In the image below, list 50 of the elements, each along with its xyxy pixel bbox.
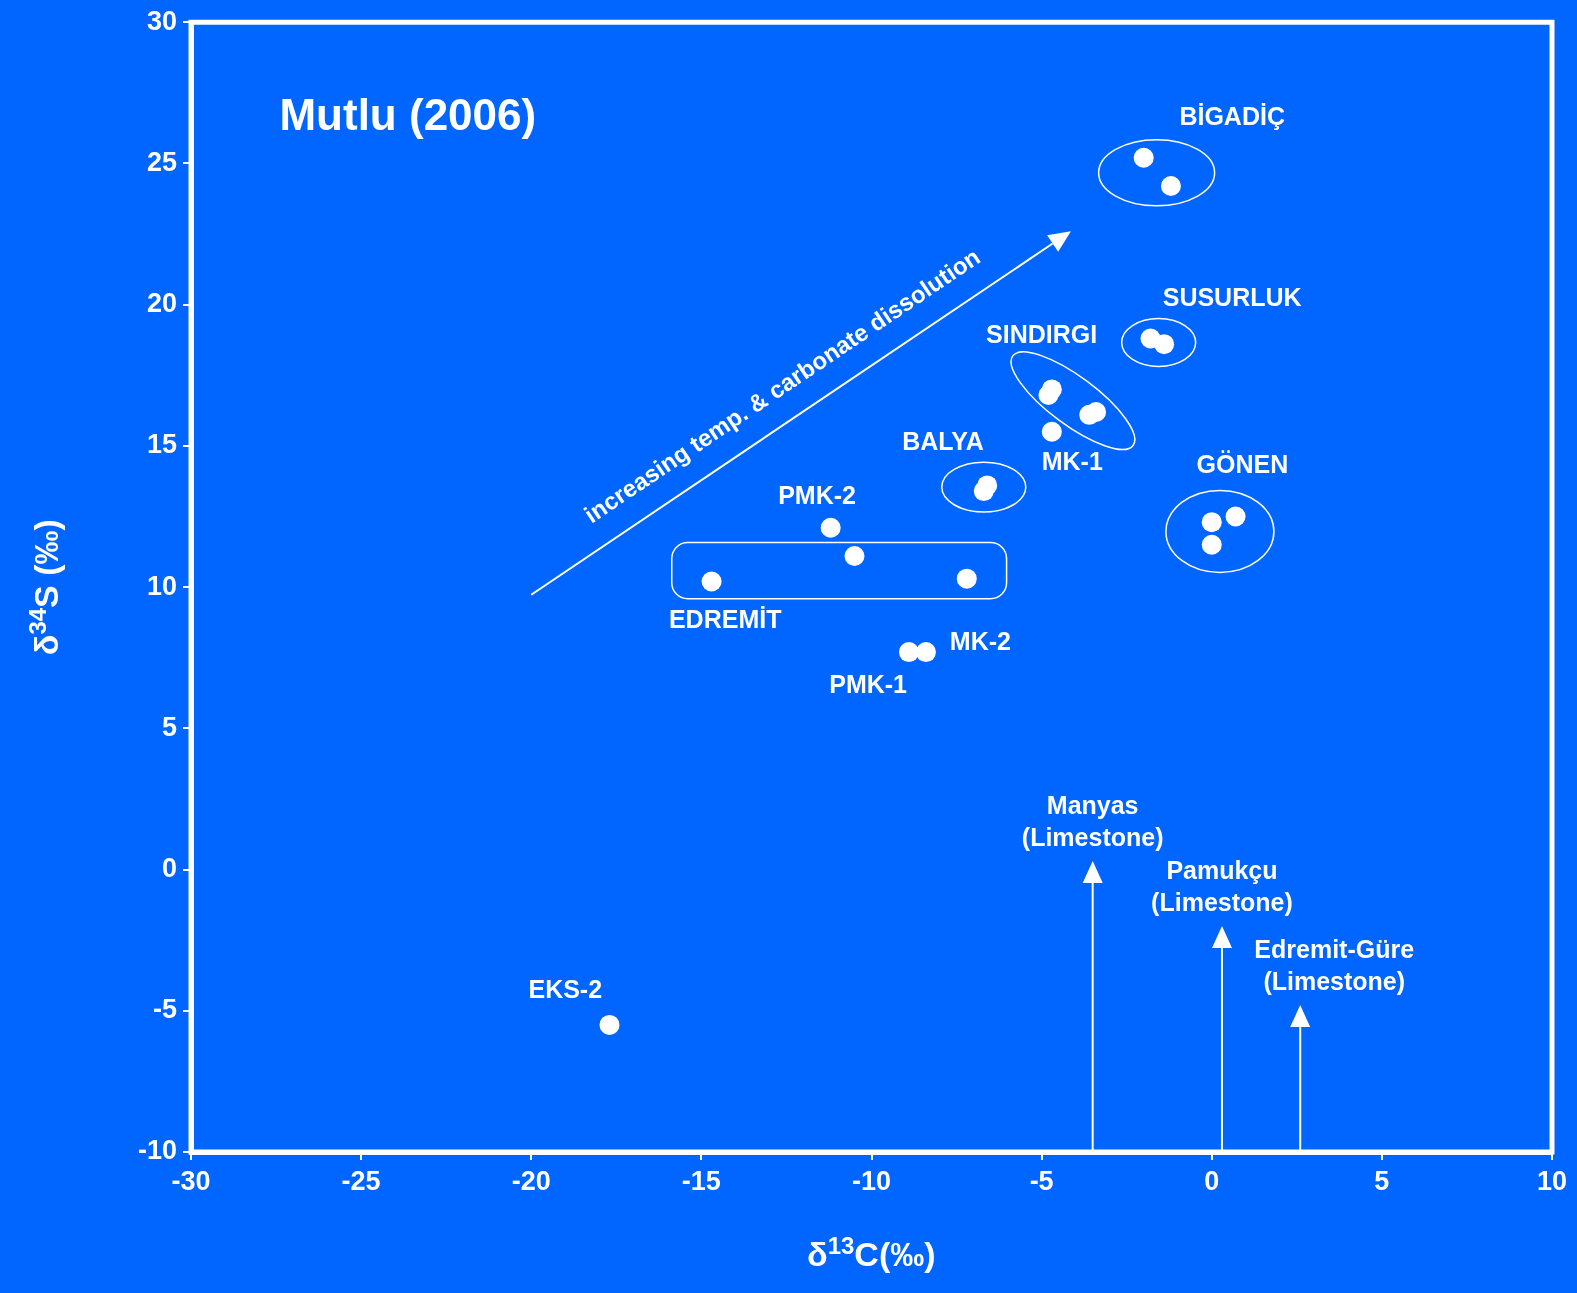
point <box>844 546 865 567</box>
annotation: BİGADİÇ <box>1179 102 1285 131</box>
annotation: MK-1 <box>1041 446 1103 475</box>
x-tick-label: -5 <box>1029 1165 1054 1196</box>
annotation: GÖNEN <box>1196 449 1289 478</box>
point <box>1133 147 1154 168</box>
point <box>701 571 722 592</box>
annotation: EKS-2 <box>528 974 603 1003</box>
point <box>1160 176 1181 197</box>
point <box>977 475 998 496</box>
point <box>1201 512 1222 533</box>
y-tick-label: 25 <box>146 146 177 177</box>
y-tick-label: -5 <box>152 994 177 1025</box>
x-axis-title: δ$^{13}$C(‰) <box>807 1232 936 1275</box>
annotation: EDREMİT <box>668 604 782 633</box>
y-tick-label: 30 <box>146 5 177 36</box>
x-tick-label: -25 <box>341 1165 381 1196</box>
y-tick-label: 5 <box>161 711 177 742</box>
y-tick-label: 0 <box>161 853 177 883</box>
x-tick-label: -10 <box>851 1165 892 1196</box>
point <box>915 642 936 663</box>
annotation: BALYA <box>902 426 984 455</box>
x-tick-label: 10 <box>1536 1165 1568 1196</box>
point <box>898 642 919 663</box>
annotation: PMK-2 <box>778 480 856 509</box>
point <box>956 568 977 589</box>
y-tick-label: 10 <box>146 570 177 601</box>
annotation: PMK-1 <box>829 669 908 698</box>
y-tick-label: 20 <box>146 288 177 319</box>
point <box>1225 506 1246 527</box>
x-tick-label: -20 <box>511 1165 551 1196</box>
annotation: Pamukçu (Limestone) <box>1151 855 1293 916</box>
y-tick-label: 15 <box>146 429 177 460</box>
x-tick-label: 5 <box>1374 1165 1390 1196</box>
x-tick-label: -15 <box>681 1165 721 1196</box>
point <box>1038 385 1059 406</box>
annotation: MK-2 <box>949 627 1011 656</box>
point <box>1086 401 1107 422</box>
text: Mutlu (2006) <box>279 90 537 140</box>
x-tick-label: 0 <box>1204 1165 1220 1196</box>
point <box>820 517 841 538</box>
annotation: Edremit-Güre (Limestone) <box>1254 935 1415 996</box>
point <box>1201 534 1222 555</box>
annotation: Manyas (Limestone) <box>1021 790 1164 851</box>
annotation: SUSURLUK <box>1162 282 1302 311</box>
y-tick-label: -10 <box>137 1135 177 1166</box>
point <box>1041 421 1062 442</box>
point <box>599 1014 620 1035</box>
annotation: SINDIRGI <box>986 319 1098 348</box>
x-tick-label: -30 <box>171 1165 211 1196</box>
